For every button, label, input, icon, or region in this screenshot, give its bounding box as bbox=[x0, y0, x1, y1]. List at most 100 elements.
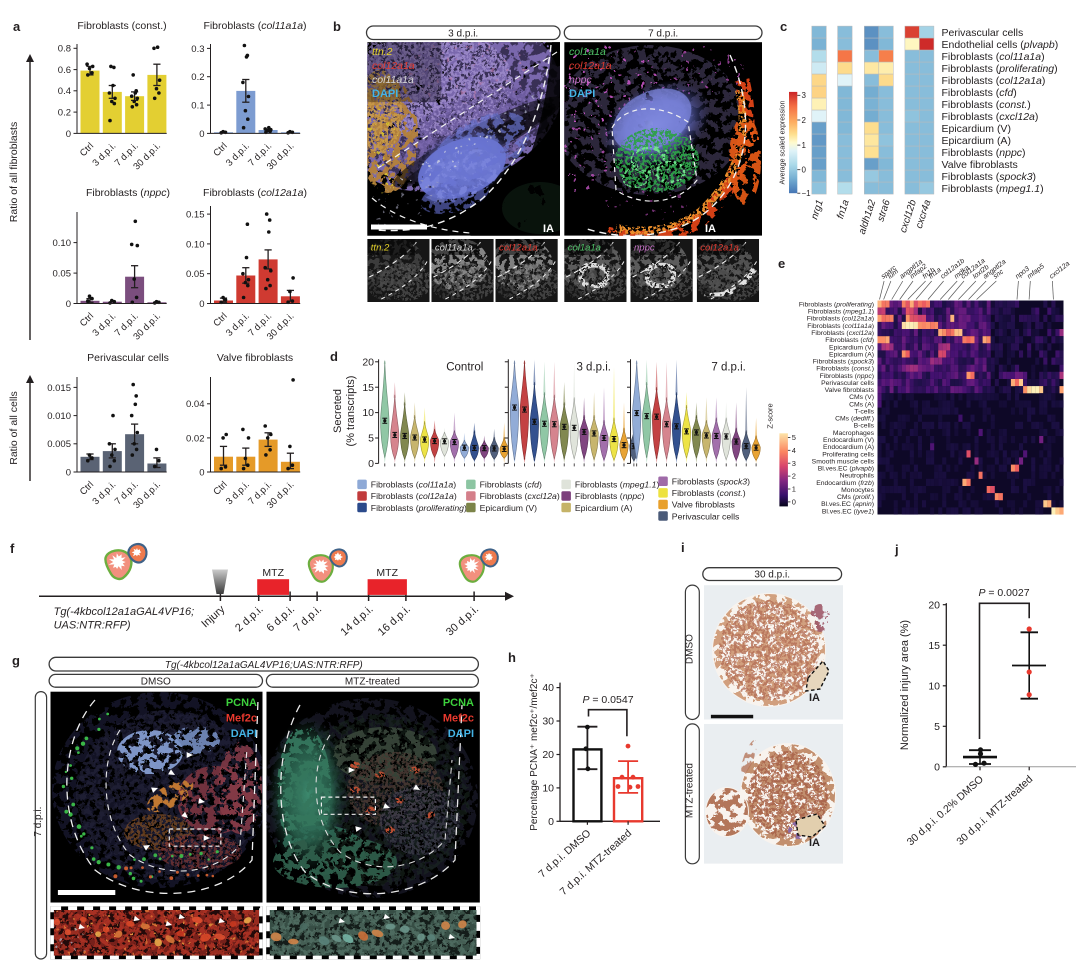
svg-text:0.15: 0.15 bbox=[186, 210, 205, 221]
svg-text:Fibroblasts (spock3): Fibroblasts (spock3) bbox=[942, 171, 1037, 183]
svg-text:Fibroblasts (const.): Fibroblasts (const.) bbox=[816, 366, 874, 373]
svg-text:30 d.p.i.: 30 d.p.i. bbox=[754, 570, 790, 581]
svg-text:0: 0 bbox=[66, 299, 71, 310]
svg-text:Monocytes: Monocytes bbox=[841, 487, 874, 494]
svg-text:i: i bbox=[681, 540, 685, 555]
svg-text:0: 0 bbox=[548, 816, 554, 828]
svg-text:Fibroblasts (cxcl12a): Fibroblasts (cxcl12a) bbox=[480, 491, 560, 501]
svg-text:Proliferating cells: Proliferating cells bbox=[822, 451, 874, 458]
svg-text:7 d.p.i.: 7 d.p.i. bbox=[711, 362, 746, 374]
svg-text:3 d.p.i.: 3 d.p.i. bbox=[448, 28, 478, 39]
svg-text:Epicardium (A): Epicardium (A) bbox=[575, 503, 633, 513]
svg-text:col1a1a: col1a1a bbox=[569, 46, 606, 58]
svg-text:col12a1a: col12a1a bbox=[569, 60, 612, 72]
svg-text:4: 4 bbox=[792, 446, 796, 455]
svg-text:0.010: 0.010 bbox=[47, 411, 71, 422]
svg-text:Epicardium (V): Epicardium (V) bbox=[829, 344, 874, 351]
svg-text:Fibroblasts (col12a1a): Fibroblasts (col12a1a) bbox=[203, 187, 307, 199]
svg-text:e: e bbox=[778, 256, 785, 271]
svg-text:Fibroblasts (mpeg1.1): Fibroblasts (mpeg1.1) bbox=[808, 309, 874, 316]
svg-text:2: 2 bbox=[802, 116, 807, 125]
svg-text:Control: Control bbox=[446, 362, 483, 374]
svg-text:T-cells: T-cells bbox=[854, 409, 874, 416]
svg-text:(% transcripts): (% transcripts) bbox=[345, 376, 357, 447]
svg-text:Fibroblasts (col11a1a): Fibroblasts (col11a1a) bbox=[203, 20, 306, 32]
svg-text:P = 0.0027: P = 0.0027 bbox=[978, 587, 1029, 599]
svg-text:Secreted: Secreted bbox=[332, 389, 344, 433]
svg-text:Perivascular cells: Perivascular cells bbox=[87, 352, 169, 364]
svg-text:3 d.p.i.: 3 d.p.i. bbox=[576, 362, 611, 374]
svg-text:5: 5 bbox=[368, 433, 374, 445]
svg-text:CMs (A): CMs (A) bbox=[849, 401, 874, 408]
svg-text:nppc: nppc bbox=[634, 243, 655, 254]
svg-text:0.10: 0.10 bbox=[53, 238, 72, 249]
svg-text:Tg(-4kbcol12a1aGAL4VP16;UAS:NT: Tg(-4kbcol12a1aGAL4VP16;UAS:NTR:RFP) bbox=[165, 660, 363, 671]
svg-text:DAPI: DAPI bbox=[569, 88, 595, 100]
svg-text:20: 20 bbox=[928, 600, 940, 612]
svg-text:Fibroblasts (mpeg1.1): Fibroblasts (mpeg1.1) bbox=[942, 183, 1044, 195]
svg-text:Fibroblasts (nppc): Fibroblasts (nppc) bbox=[942, 147, 1026, 159]
svg-text:Z-score: Z-score bbox=[766, 403, 775, 428]
svg-text:Fibroblasts (spock3): Fibroblasts (spock3) bbox=[672, 477, 750, 487]
svg-text:Bl.ves.EC (lyve1): Bl.ves.EC (lyve1) bbox=[822, 508, 874, 515]
svg-text:IA: IA bbox=[543, 223, 554, 235]
svg-text:2: 2 bbox=[792, 472, 796, 481]
svg-text:0.1: 0.1 bbox=[191, 101, 204, 112]
svg-text:Bl.ves.EC (plvapb): Bl.ves.EC (plvapb) bbox=[818, 466, 874, 473]
svg-text:0: 0 bbox=[934, 762, 940, 774]
svg-text:7 d.p.i.: 7 d.p.i. bbox=[648, 28, 678, 39]
svg-text:Fibroblasts (col12a1a): Fibroblasts (col12a1a) bbox=[807, 316, 874, 323]
svg-text:0: 0 bbox=[199, 299, 204, 310]
svg-text:CMs (prolif.): CMs (prolif.) bbox=[837, 494, 874, 501]
svg-text:col1a1a: col1a1a bbox=[568, 243, 601, 254]
svg-text:b: b bbox=[333, 19, 341, 34]
svg-text:1: 1 bbox=[792, 485, 796, 494]
svg-text:Fibroblasts (nppc): Fibroblasts (nppc) bbox=[86, 187, 170, 199]
svg-text:Fibroblasts (col12a1a): Fibroblasts (col12a1a) bbox=[942, 75, 1046, 87]
svg-text:Macrophages: Macrophages bbox=[833, 430, 875, 437]
svg-text:DMSO: DMSO bbox=[684, 634, 695, 664]
svg-text:0.4: 0.4 bbox=[58, 86, 71, 97]
svg-text:Epicardium (V): Epicardium (V) bbox=[480, 503, 538, 513]
svg-text:CMs (V): CMs (V) bbox=[849, 394, 874, 401]
svg-text:Fibroblasts (cfd): Fibroblasts (cfd) bbox=[480, 480, 542, 490]
svg-text:Fibroblasts (proliferating): Fibroblasts (proliferating) bbox=[799, 302, 874, 309]
svg-text:0: 0 bbox=[368, 458, 374, 470]
svg-text:Fibroblasts (cfd): Fibroblasts (cfd) bbox=[942, 87, 1017, 99]
svg-text:30: 30 bbox=[542, 716, 554, 728]
svg-text:Epicardium (A): Epicardium (A) bbox=[942, 135, 1011, 147]
svg-text:Mef2c: Mef2c bbox=[443, 713, 474, 725]
svg-text:Epicardium (A): Epicardium (A) bbox=[829, 351, 874, 358]
svg-text:0: 0 bbox=[199, 129, 204, 140]
svg-text:B-cells: B-cells bbox=[854, 423, 875, 430]
svg-text:d: d bbox=[330, 349, 338, 364]
svg-text:0.05: 0.05 bbox=[53, 268, 72, 279]
svg-text:5: 5 bbox=[934, 721, 940, 733]
svg-text:col12a1a: col12a1a bbox=[372, 60, 415, 72]
svg-text:0.10: 0.10 bbox=[186, 239, 205, 250]
svg-text:Fibroblasts (const.): Fibroblasts (const.) bbox=[672, 488, 746, 498]
svg-text:PCNA: PCNA bbox=[443, 697, 474, 709]
svg-text:0: 0 bbox=[802, 166, 807, 175]
svg-text:UAS:NTR:RFP): UAS:NTR:RFP) bbox=[54, 620, 131, 632]
svg-text:IA: IA bbox=[809, 837, 820, 849]
svg-text:−1: −1 bbox=[802, 189, 812, 198]
svg-text:Smooth muscle cells: Smooth muscle cells bbox=[812, 458, 875, 465]
svg-text:0: 0 bbox=[66, 467, 71, 478]
svg-text:Epicardium (V): Epicardium (V) bbox=[942, 123, 1011, 135]
svg-text:Endothelial cells (plvapb): Endothelial cells (plvapb) bbox=[942, 39, 1059, 51]
svg-text:0: 0 bbox=[66, 129, 71, 140]
svg-text:Endocardium (A): Endocardium (A) bbox=[823, 444, 874, 451]
svg-text:15: 15 bbox=[362, 382, 374, 394]
svg-text:Bl.ves.EC (apnin): Bl.ves.EC (apnin) bbox=[821, 501, 874, 508]
svg-text:20: 20 bbox=[362, 356, 374, 368]
svg-text:Fibroblasts (col11a1a): Fibroblasts (col11a1a) bbox=[371, 480, 456, 490]
svg-text:Valve fibroblasts: Valve fibroblasts bbox=[825, 387, 875, 394]
svg-text:Fibroblasts (cxcl12a): Fibroblasts (cxcl12a) bbox=[942, 111, 1039, 123]
svg-text:0.3: 0.3 bbox=[191, 44, 204, 55]
svg-text:Fibroblasts (nppc): Fibroblasts (nppc) bbox=[820, 373, 874, 380]
svg-text:f: f bbox=[10, 541, 15, 556]
svg-text:10: 10 bbox=[542, 783, 554, 795]
svg-text:j: j bbox=[894, 542, 899, 557]
svg-text:Valve fibroblasts: Valve fibroblasts bbox=[672, 500, 736, 510]
